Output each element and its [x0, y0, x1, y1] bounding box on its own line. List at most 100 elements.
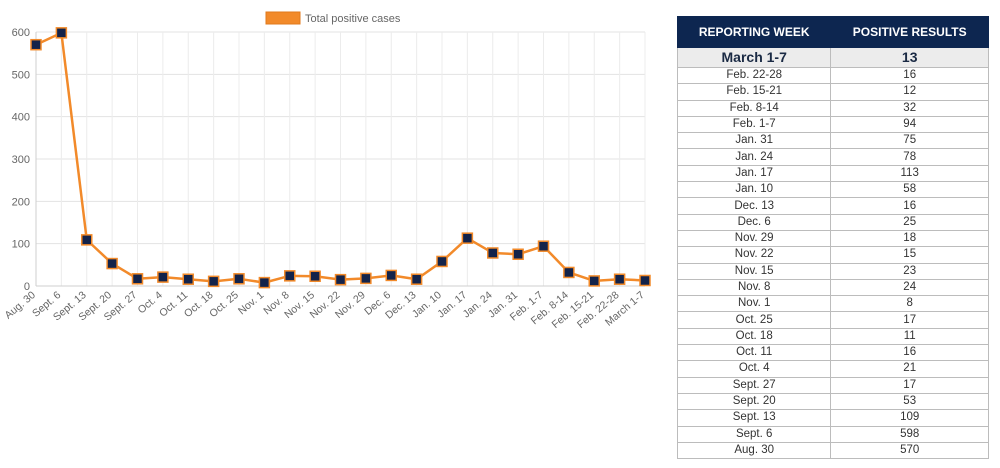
- x-tick-label: Oct. 25: [207, 289, 241, 320]
- week-cell: March 1-7: [676, 47, 832, 68]
- result-cell: 94: [830, 115, 989, 134]
- result-cell: 75: [830, 132, 989, 150]
- data-point: [334, 273, 347, 286]
- week-cell: Feb. 8-14: [676, 99, 832, 117]
- data-point: [385, 269, 397, 282]
- table-row: Jan. 17 113: [676, 164, 989, 183]
- week-cell: Sept. 20: [676, 392, 832, 411]
- table-row: Nov. 15 23: [676, 262, 989, 280]
- week-cell: Sept. 6: [676, 425, 832, 443]
- data-point: [639, 274, 651, 287]
- result-cell: 15: [830, 246, 989, 264]
- result-cell: 109: [830, 409, 989, 427]
- y-tick-label: 200: [12, 196, 30, 208]
- data-point: [487, 247, 499, 259]
- week-cell: Jan. 17: [676, 164, 832, 183]
- table-row: Oct. 11 16: [676, 344, 989, 362]
- table-header-row: REPORTING WEEK POSITIVE RESULTS: [676, 16, 989, 48]
- result-cell: 32: [830, 99, 989, 117]
- header-positive-results: POSITIVE RESULTS: [830, 16, 989, 48]
- table-row: Dec. 13 16: [676, 197, 989, 215]
- result-cell: 13: [830, 47, 989, 68]
- result-cell: 16: [830, 66, 989, 85]
- table-row: Jan. 10 58: [676, 181, 989, 199]
- data-point: [182, 273, 194, 285]
- week-cell: Feb. 15-21: [676, 83, 832, 101]
- result-cell: 12: [830, 83, 989, 101]
- table-row: Sept. 20 53: [676, 392, 989, 411]
- week-cell: Jan. 24: [676, 148, 832, 166]
- data-point: [284, 270, 296, 282]
- result-cell: 16: [830, 344, 989, 362]
- table-row: Oct. 4 21: [676, 360, 989, 378]
- header-reporting-week: REPORTING WEEK: [676, 16, 832, 48]
- table-row: Aug. 30 570: [676, 441, 989, 460]
- week-cell: Oct. 11: [676, 344, 832, 362]
- result-cell: 78: [830, 148, 989, 166]
- week-cell: Oct. 4: [676, 360, 832, 378]
- table-row: Nov. 8 24: [676, 278, 989, 297]
- result-cell: 21: [830, 360, 989, 378]
- data-point: [258, 276, 271, 289]
- table-row: Sept. 6 598: [676, 425, 989, 443]
- results-table: REPORTING WEEK POSITIVE RESULTS March 1-…: [676, 16, 989, 460]
- table-row: Feb. 1-7 94: [676, 115, 989, 134]
- y-tick-label: 300: [12, 154, 30, 166]
- x-tick-label: Nov. 1: [236, 289, 266, 317]
- data-point: [537, 240, 550, 252]
- result-cell: 570: [830, 441, 989, 460]
- result-cell: 113: [830, 164, 989, 183]
- data-point: [436, 255, 448, 268]
- x-tick-label: Aug. 30: [2, 289, 38, 322]
- result-cell: 598: [830, 425, 989, 443]
- week-cell: Nov. 22: [676, 246, 832, 264]
- week-cell: Dec. 6: [676, 213, 832, 231]
- week-cell: Feb. 1-7: [676, 115, 832, 134]
- result-cell: 11: [830, 327, 989, 346]
- week-cell: Nov. 1: [676, 295, 832, 313]
- table-row: Oct. 25 17: [676, 311, 989, 329]
- data-point: [309, 270, 321, 283]
- y-tick-label: 500: [12, 69, 30, 81]
- result-cell: 8: [830, 295, 989, 313]
- line-chart: 0 100 200 300 400 500 600 Aug. 30 Sept. 6 Sept. 1…: [0, 0, 660, 340]
- week-cell: Jan. 10: [676, 181, 832, 199]
- week-cell: Nov. 29: [676, 229, 832, 248]
- week-cell: Jan. 31: [676, 132, 832, 150]
- result-cell: 25: [830, 213, 989, 231]
- data-point: [461, 232, 474, 244]
- table-row: Dec. 6 25: [676, 213, 989, 231]
- legend-label: Total positive cases: [305, 13, 401, 25]
- week-cell: Sept. 13: [676, 409, 832, 427]
- table-row: Sept. 13 109: [676, 409, 989, 427]
- week-cell: Nov. 8: [676, 278, 832, 297]
- result-cell: 24: [830, 278, 989, 297]
- legend-swatch: [265, 11, 301, 25]
- table-row: Oct. 18 11: [676, 327, 989, 346]
- result-cell: 23: [830, 262, 989, 280]
- week-cell: Oct. 25: [676, 311, 832, 329]
- result-cell: 53: [830, 392, 989, 411]
- table-row: Sept. 27 17: [676, 376, 989, 394]
- result-cell: 58: [830, 181, 989, 199]
- data-point: [131, 273, 144, 285]
- week-cell: Nov. 15: [676, 262, 832, 280]
- table-row: Nov. 22 15: [676, 246, 989, 264]
- table-row: Feb. 22-28 16: [676, 66, 989, 85]
- result-cell: 16: [830, 197, 989, 215]
- data-point: [588, 275, 600, 287]
- data-point: [106, 257, 118, 270]
- week-cell: Oct. 18: [676, 327, 832, 346]
- data-point: [360, 272, 372, 285]
- table-row: March 1-7 13: [676, 47, 989, 68]
- data-point: [207, 275, 220, 288]
- result-cell: 17: [830, 311, 989, 329]
- y-tick-label: 400: [12, 112, 30, 124]
- y-tick-label: 600: [12, 27, 30, 39]
- data-point: [410, 273, 423, 285]
- y-tick-label: 0: [24, 281, 30, 293]
- week-cell: Dec. 13: [676, 197, 832, 215]
- table-row: Feb. 8-14 32: [676, 99, 989, 117]
- week-cell: Sept. 27: [676, 376, 832, 394]
